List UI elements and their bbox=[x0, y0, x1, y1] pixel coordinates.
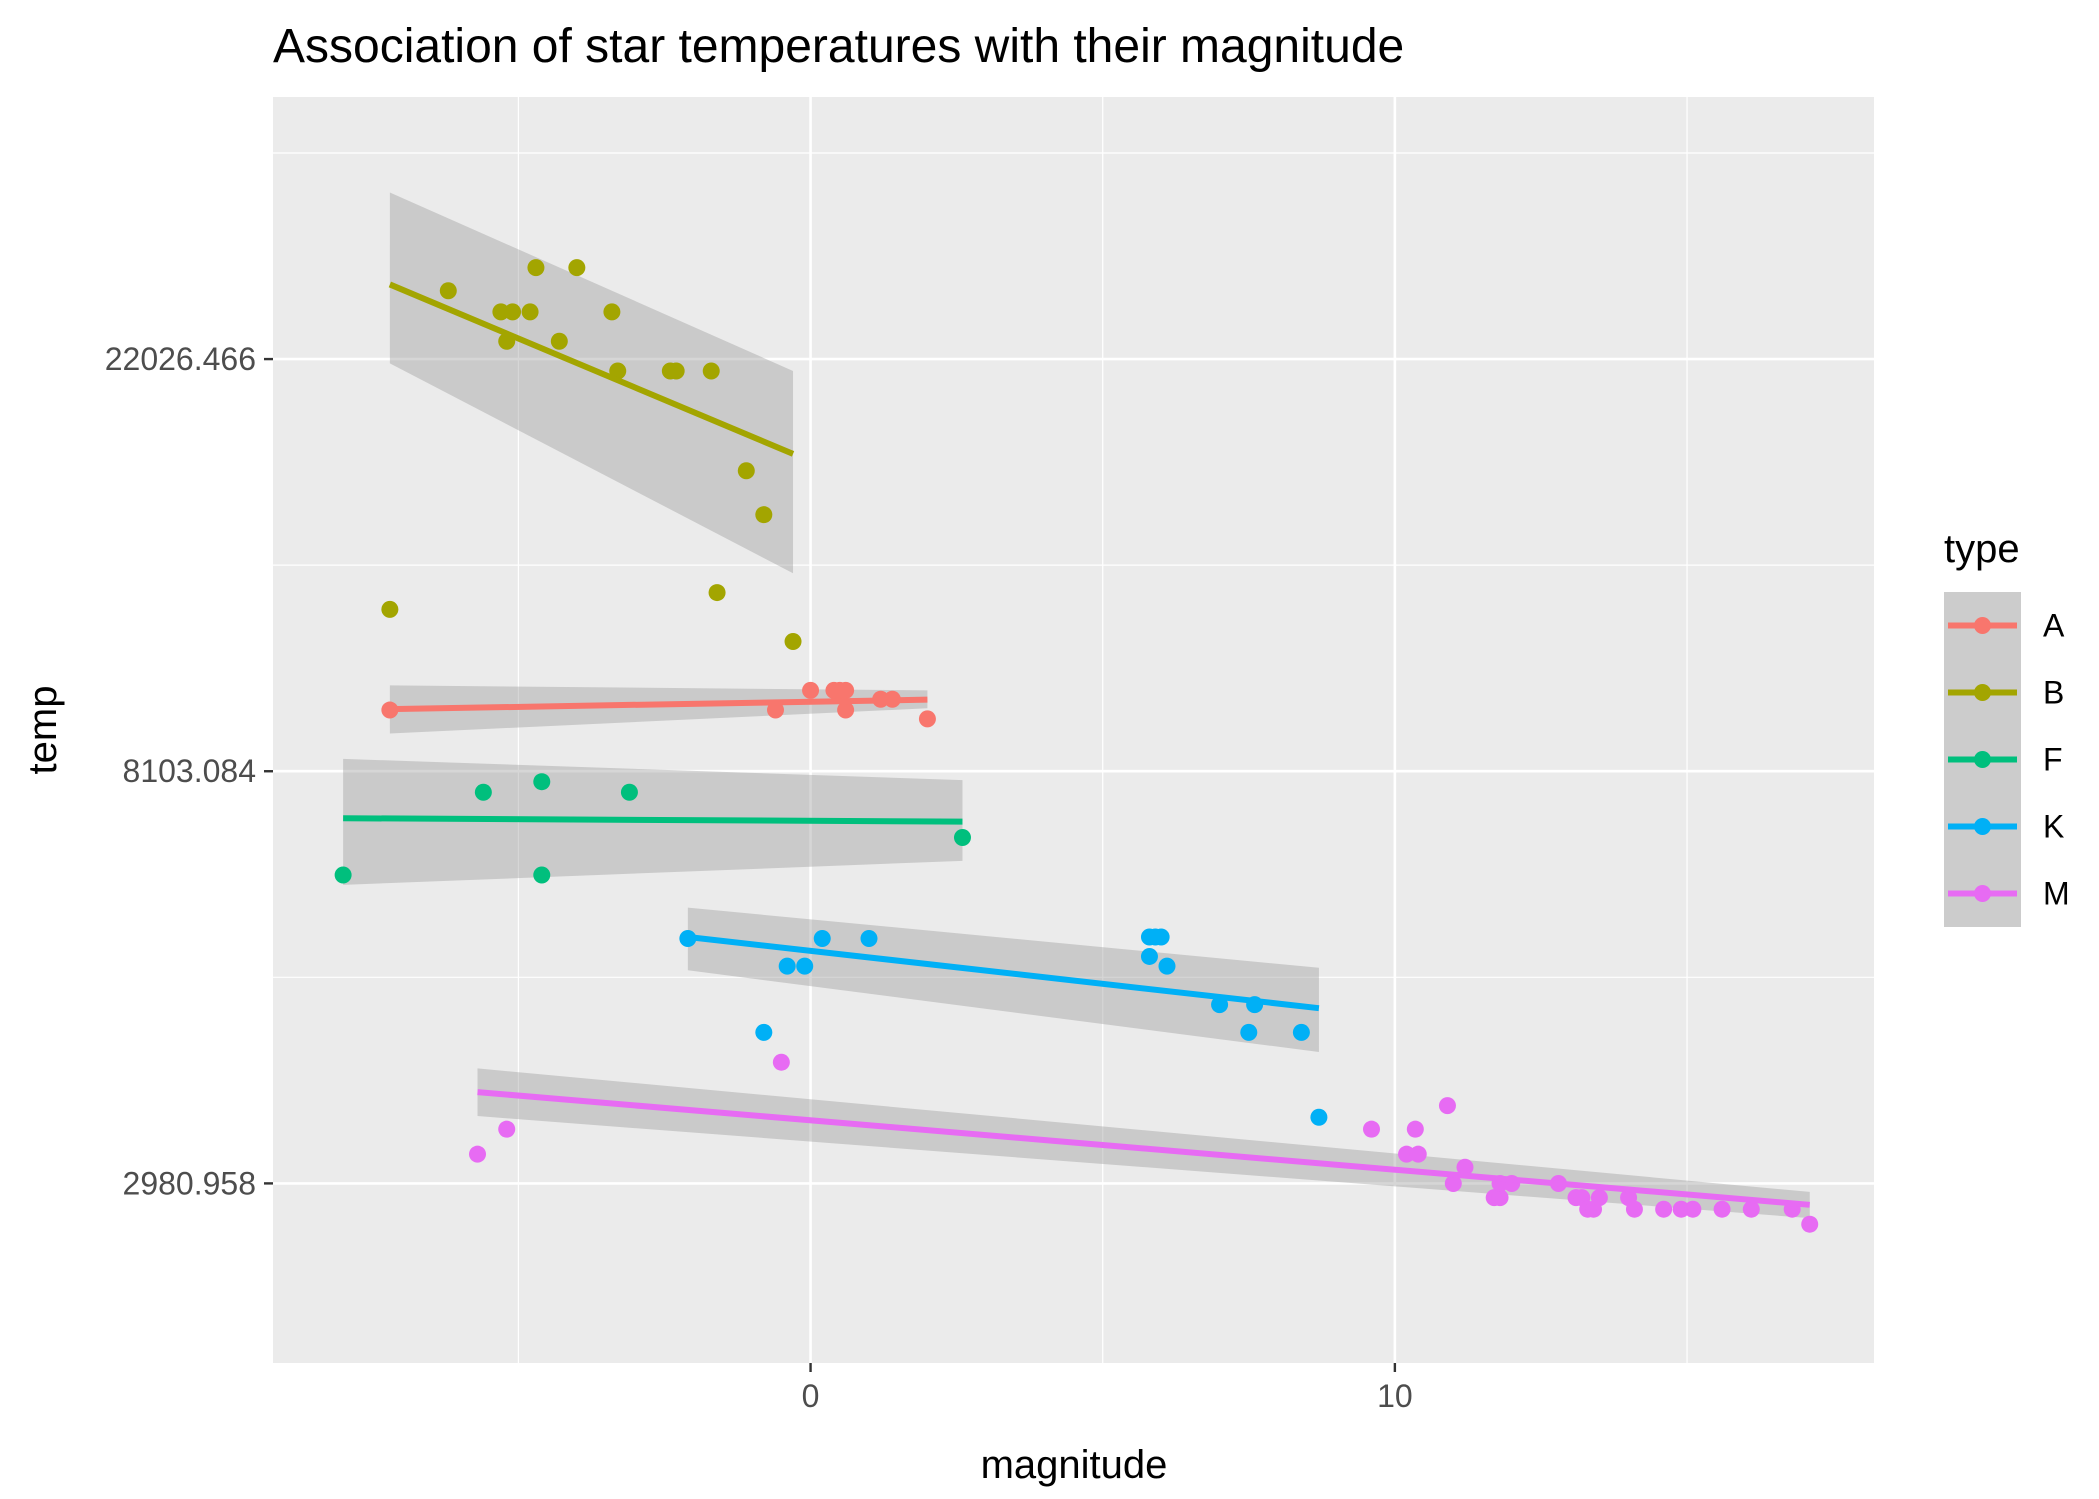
point-K bbox=[1240, 1023, 1258, 1041]
x-axis-title: magnitude bbox=[981, 1443, 1168, 1487]
point-M bbox=[1590, 1189, 1608, 1207]
y-axis: 2980.958 8103.084 22026.466 bbox=[105, 341, 273, 1201]
point-M bbox=[1684, 1200, 1702, 1218]
point-B bbox=[439, 282, 457, 300]
point-B bbox=[755, 506, 773, 524]
point-M bbox=[1625, 1200, 1643, 1218]
x-tick-label: 10 bbox=[1377, 1378, 1413, 1414]
point-K bbox=[1158, 957, 1176, 975]
point-K bbox=[1292, 1023, 1310, 1041]
ribbon-K bbox=[687, 907, 1319, 1053]
point-F bbox=[533, 773, 551, 791]
point-K bbox=[1140, 947, 1158, 965]
chart-title: Association of star temperatures with th… bbox=[273, 20, 1404, 73]
point-F bbox=[533, 866, 551, 884]
major-gridlines bbox=[273, 97, 1874, 1363]
point-B bbox=[667, 362, 685, 380]
point-K bbox=[813, 930, 831, 948]
point-F bbox=[474, 783, 492, 801]
point-A bbox=[918, 710, 936, 728]
legend-label-A: A bbox=[2043, 608, 2065, 644]
fit-line-B bbox=[388, 281, 795, 457]
point-B bbox=[504, 303, 522, 321]
fit-line-F bbox=[343, 815, 963, 825]
panel-background bbox=[273, 97, 1874, 1363]
point-M bbox=[1672, 1200, 1690, 1218]
x-axis: 0 10 bbox=[802, 1363, 1413, 1414]
point-B bbox=[708, 584, 726, 602]
y-tick-label: 8103.084 bbox=[123, 753, 256, 789]
fit-line-K bbox=[687, 934, 1320, 1012]
legend-point-B bbox=[1974, 684, 1991, 701]
point-A bbox=[837, 681, 855, 699]
point-B bbox=[527, 259, 545, 277]
point-M bbox=[1438, 1097, 1456, 1115]
point-B bbox=[381, 600, 399, 618]
point-K bbox=[1310, 1108, 1328, 1126]
point-B bbox=[737, 462, 755, 480]
legend-point-K bbox=[1974, 818, 1991, 835]
fit-line-M bbox=[477, 1089, 1810, 1208]
point-B bbox=[784, 633, 802, 651]
fit-line-A bbox=[389, 696, 928, 713]
point-M bbox=[1456, 1158, 1474, 1176]
legend-point-A bbox=[1974, 617, 1991, 634]
point-A bbox=[837, 701, 855, 719]
point-K bbox=[796, 957, 814, 975]
point-M bbox=[498, 1120, 516, 1138]
point-A bbox=[767, 701, 785, 719]
legend-label-F: F bbox=[2043, 742, 2063, 778]
y-tick-label: 2980.958 bbox=[123, 1165, 256, 1201]
point-M bbox=[1444, 1175, 1462, 1193]
point-M bbox=[1398, 1145, 1416, 1163]
legend-label-M: M bbox=[2043, 876, 2070, 912]
ribbon-M bbox=[477, 1068, 1810, 1219]
data-points bbox=[334, 259, 1819, 1233]
point-M bbox=[1713, 1200, 1731, 1218]
point-B bbox=[550, 332, 568, 350]
fit-lines bbox=[343, 281, 1810, 1208]
point-K bbox=[778, 957, 796, 975]
point-M bbox=[1655, 1200, 1673, 1218]
point-F bbox=[953, 828, 971, 846]
point-B bbox=[492, 303, 510, 321]
legend-label-B: B bbox=[2043, 675, 2064, 711]
point-F bbox=[620, 783, 638, 801]
point-M bbox=[772, 1053, 790, 1071]
point-M bbox=[1742, 1200, 1760, 1218]
y-tick-label: 22026.466 bbox=[105, 341, 256, 377]
point-B bbox=[603, 303, 621, 321]
point-F bbox=[334, 866, 352, 884]
x-tick-label: 0 bbox=[802, 1378, 820, 1414]
point-M bbox=[1406, 1120, 1424, 1138]
legend-label-K: K bbox=[2043, 809, 2064, 845]
point-M bbox=[1491, 1189, 1509, 1207]
point-M bbox=[1362, 1120, 1380, 1138]
point-M bbox=[1409, 1145, 1427, 1163]
point-A bbox=[802, 681, 820, 699]
point-M bbox=[469, 1145, 487, 1163]
y-axis-title: temp bbox=[21, 686, 65, 775]
ribbon-B bbox=[389, 192, 794, 574]
point-M bbox=[1801, 1215, 1819, 1233]
point-B bbox=[702, 362, 720, 380]
plot-panel bbox=[273, 97, 1874, 1363]
point-K bbox=[860, 930, 878, 948]
legend-point-M bbox=[1974, 885, 1991, 902]
point-K bbox=[755, 1023, 773, 1041]
legend-title: type bbox=[1944, 527, 2020, 571]
point-B bbox=[521, 303, 539, 321]
point-A bbox=[381, 701, 399, 719]
legend-point-F bbox=[1974, 751, 1991, 768]
point-B bbox=[568, 259, 586, 277]
point-K bbox=[1152, 928, 1170, 946]
ribbon-A bbox=[389, 685, 928, 734]
